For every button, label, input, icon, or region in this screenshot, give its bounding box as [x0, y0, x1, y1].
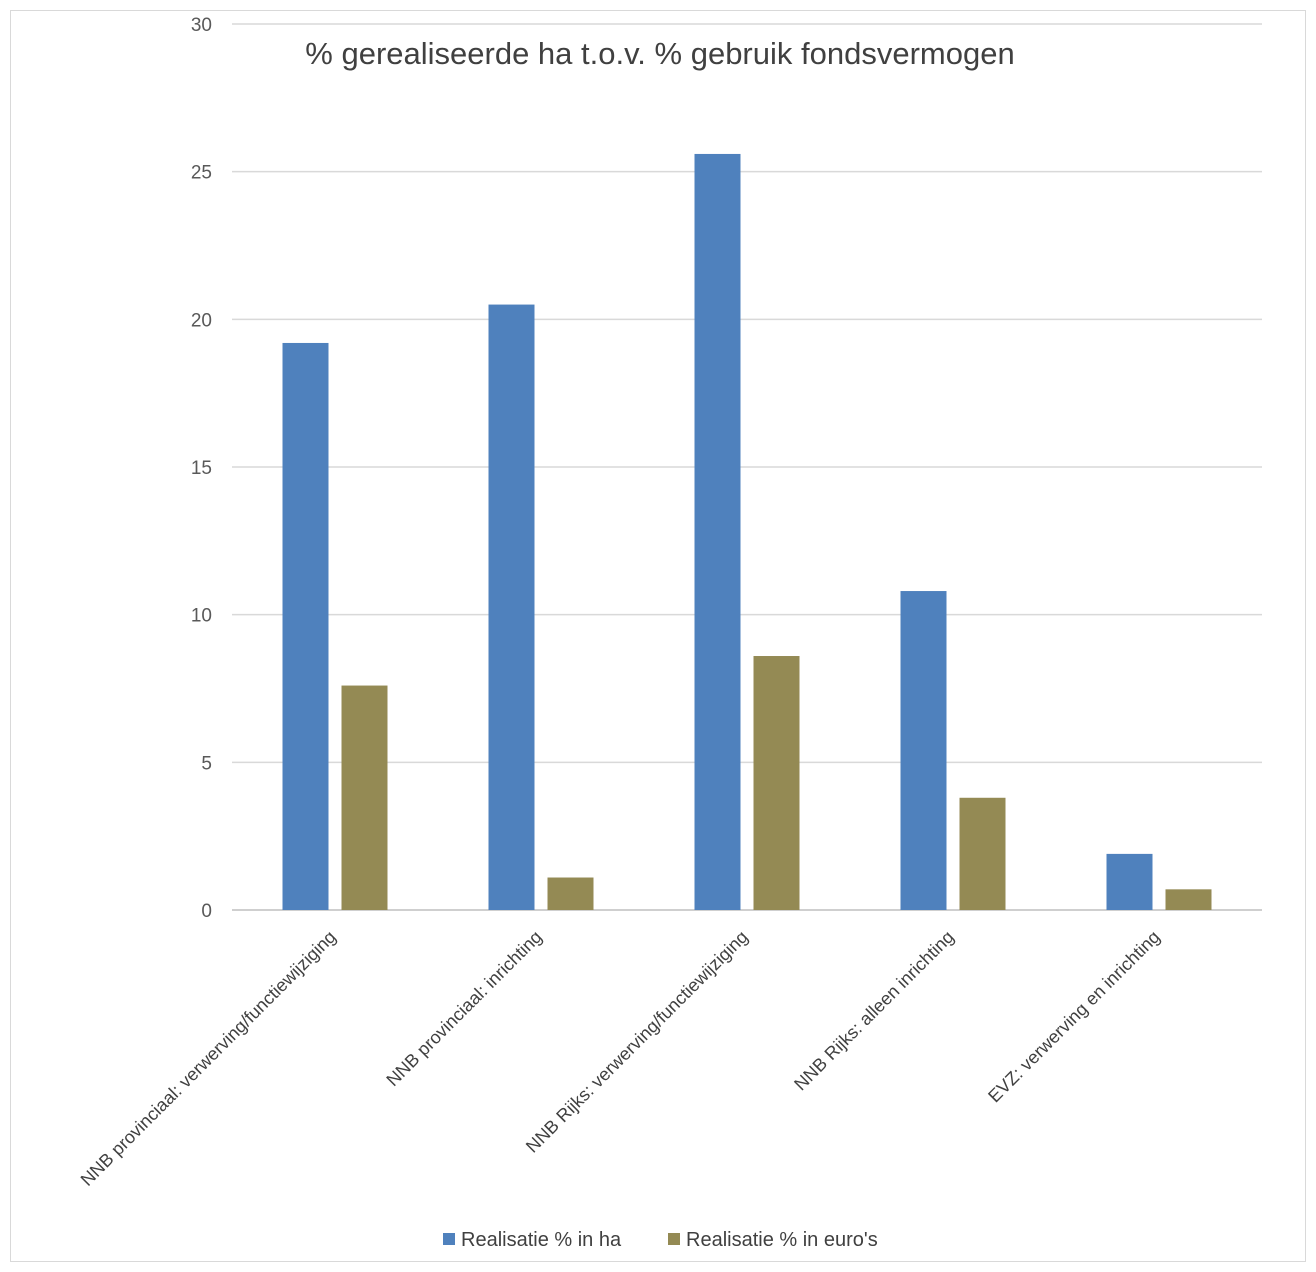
y-tick-label: 0	[201, 901, 212, 922]
y-tick-label: 20	[191, 310, 212, 331]
bar-series-2-cat-2	[547, 877, 594, 910]
x-category-label: NNB Rijks: alleen inrichting	[790, 927, 958, 1095]
bar-series-2-cat-1	[341, 685, 388, 910]
y-tick-label: 15	[191, 458, 212, 479]
legend-label: Realisatie % in ha	[461, 1229, 622, 1251]
y-tick-label: 30	[191, 15, 212, 36]
chart-frame	[10, 10, 1306, 1262]
bar-series-1-cat-4	[900, 591, 947, 910]
bar-series-2-cat-3	[753, 656, 800, 910]
legend-swatch	[443, 1233, 455, 1245]
x-category-label: NNB provinciaal: verwerving/functiewijzi…	[77, 927, 340, 1190]
bar-series-2-cat-5	[1165, 889, 1212, 910]
x-axis-categories: NNB provinciaal: verwerving/functiewijzi…	[77, 927, 1164, 1190]
bar-series-1-cat-1	[282, 342, 329, 911]
bar-series-2-cat-4	[959, 797, 1006, 910]
x-category-label: NNB provinciaal: inrichting	[382, 927, 545, 1090]
chart-title: % gerealiseerde ha t.o.v. % gebruik fond…	[305, 36, 1014, 71]
bar-series-1-cat-2	[488, 304, 535, 911]
legend: Realisatie % in ha Realisatie % in euro's	[443, 1229, 878, 1251]
legend-label: Realisatie % in euro's	[686, 1229, 878, 1251]
y-axis-ticks: 0 5 10 15 20 25 30	[191, 15, 212, 922]
y-tick-label: 5	[201, 753, 212, 774]
bar-series-1-cat-3	[694, 153, 741, 911]
y-tick-label: 10	[191, 606, 212, 627]
legend-swatch	[668, 1233, 680, 1245]
y-tick-label: 25	[191, 163, 212, 184]
x-category-label: NNB Rijks: verwerving/functiewijziging	[522, 927, 752, 1157]
x-category-label: EVZ: verwerving en inrichting	[984, 927, 1164, 1107]
bars	[282, 153, 1212, 911]
bar-series-1-cat-5	[1106, 853, 1153, 910]
gridlines	[232, 23, 1262, 911]
